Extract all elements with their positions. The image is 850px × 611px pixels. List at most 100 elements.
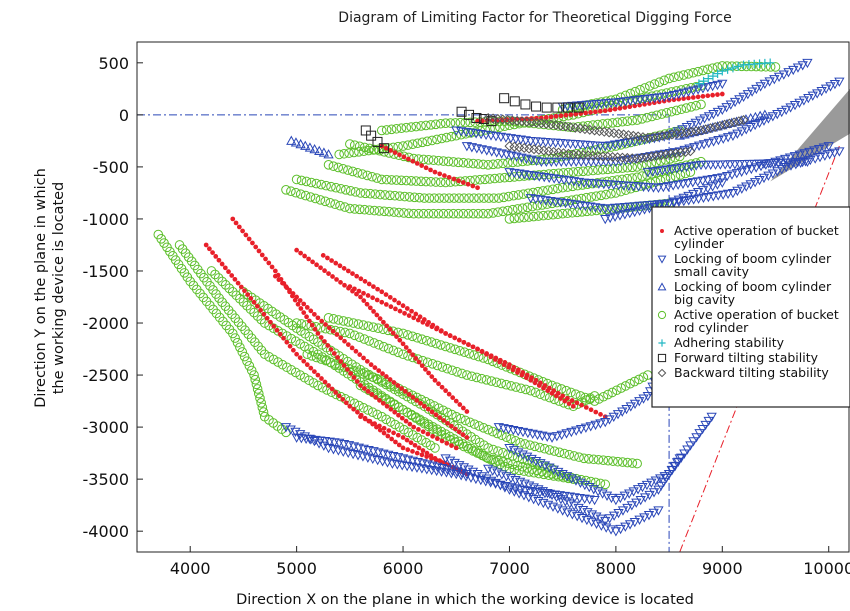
data-point <box>504 443 515 454</box>
data-point <box>363 405 373 415</box>
data-point <box>388 345 399 356</box>
data-point <box>291 187 301 198</box>
data-point <box>776 165 787 175</box>
data-point <box>300 190 311 201</box>
data-point <box>671 105 682 116</box>
data-point <box>619 491 630 501</box>
data-point <box>691 100 701 111</box>
data-point <box>438 405 448 416</box>
data-point <box>291 318 302 328</box>
data-point <box>232 276 238 282</box>
data-point <box>585 422 596 432</box>
data-point <box>497 430 507 441</box>
data-point <box>644 490 655 501</box>
data-point <box>499 483 511 493</box>
data-point <box>337 263 343 269</box>
data-point <box>370 189 381 199</box>
data-point <box>642 170 652 180</box>
data-point <box>401 122 412 133</box>
data-point <box>631 498 642 508</box>
data-point <box>619 202 631 213</box>
data-point <box>384 403 390 409</box>
data-point <box>490 478 501 489</box>
data-point <box>448 208 459 219</box>
data-point <box>460 180 466 185</box>
data-point <box>321 180 331 191</box>
data-point <box>685 146 696 157</box>
data-point <box>600 142 611 152</box>
data-point <box>226 269 231 275</box>
data-point <box>295 301 301 307</box>
data-point <box>358 368 368 379</box>
data-point <box>676 163 687 173</box>
data-point <box>772 110 783 120</box>
data-point <box>708 137 719 147</box>
data-point <box>647 101 652 106</box>
data-point <box>528 483 539 493</box>
data-point <box>298 306 304 311</box>
data-point <box>671 128 682 139</box>
data-point <box>570 476 582 486</box>
data-point <box>393 306 398 312</box>
data-point <box>437 362 448 372</box>
data-point <box>336 393 342 399</box>
data-point <box>304 362 310 368</box>
data-point <box>323 322 328 327</box>
data-point <box>513 190 524 200</box>
data-point <box>627 104 633 110</box>
data-point <box>428 208 439 219</box>
data-point <box>812 89 823 99</box>
data-point <box>340 327 350 338</box>
data-point <box>466 342 471 347</box>
x-tick-label: 8000 <box>596 559 637 578</box>
data-point <box>676 128 687 139</box>
data-point <box>610 98 622 108</box>
data-point <box>290 347 296 353</box>
data-point <box>365 188 376 199</box>
data-point <box>688 437 699 447</box>
data-point <box>219 261 225 267</box>
data-point <box>689 143 700 153</box>
legend-entry-backward: Backward tilting stability <box>657 365 829 380</box>
data-point <box>367 407 378 418</box>
data-point <box>625 96 636 106</box>
data-point <box>369 144 380 155</box>
data-point <box>271 323 277 329</box>
data-point <box>426 176 436 187</box>
data-point <box>608 412 619 423</box>
data-point <box>300 140 311 150</box>
data-point <box>425 322 430 327</box>
data-point <box>539 461 551 471</box>
data-point <box>442 173 447 178</box>
data-point <box>383 302 389 307</box>
legend-marker <box>657 353 667 363</box>
data-point <box>600 204 611 214</box>
y-axis-label-line-2: the working device is located <box>51 182 67 395</box>
data-point <box>416 176 426 187</box>
data-point <box>452 335 458 341</box>
data-point <box>681 96 686 101</box>
data-point <box>498 447 508 458</box>
data-point <box>431 338 441 349</box>
data-point <box>555 495 567 505</box>
data-point <box>210 250 215 255</box>
data-point <box>330 199 340 210</box>
data-point <box>688 67 699 78</box>
data-point <box>331 351 337 356</box>
data-point <box>657 130 668 141</box>
data-point <box>424 193 435 203</box>
data-point <box>328 161 339 171</box>
data-point <box>414 450 420 456</box>
data-point <box>383 292 389 297</box>
data-point <box>703 138 714 149</box>
data-point <box>503 158 513 168</box>
data-point <box>573 166 584 177</box>
data-point <box>517 454 528 464</box>
data-point <box>639 95 651 105</box>
data-point <box>396 412 401 418</box>
data-point <box>678 88 689 99</box>
data-point <box>351 406 357 412</box>
data-point <box>498 206 508 217</box>
data-point <box>612 410 624 420</box>
data-point <box>605 98 617 109</box>
